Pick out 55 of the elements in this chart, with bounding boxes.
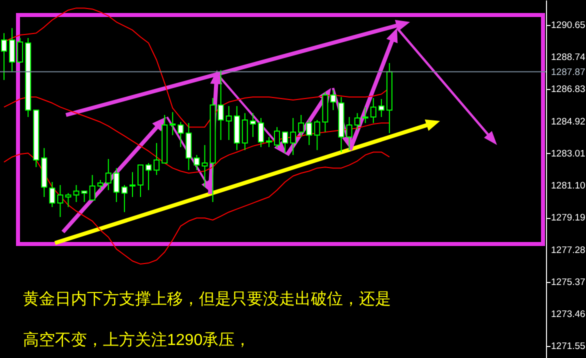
candlestick bbox=[202, 144, 208, 188]
candlestick bbox=[346, 116, 352, 151]
candlestick bbox=[330, 90, 336, 111]
candlestick bbox=[113, 168, 120, 203]
candlestick bbox=[218, 70, 224, 141]
candlestick bbox=[362, 106, 368, 124]
line-series bbox=[4, 96, 390, 174]
candlestick bbox=[258, 117, 264, 148]
annotation: 高空不变，上方关注1290承压， bbox=[23, 331, 251, 349]
candlestick bbox=[194, 154, 200, 171]
candlestick bbox=[121, 184, 128, 213]
candlestick bbox=[154, 142, 160, 176]
candlestick bbox=[266, 136, 272, 148]
candlestick bbox=[138, 164, 144, 198]
y-tick-label: 1271.55 bbox=[551, 341, 586, 352]
y-tick-label: 1281.10 bbox=[551, 180, 586, 192]
y-tick-label: 1273.46 bbox=[551, 308, 586, 320]
candlestick bbox=[314, 120, 320, 151]
candlestick bbox=[306, 120, 312, 146]
candlestick bbox=[282, 132, 288, 154]
annotation: 黄金日内下方支撑上移，但是只要没走出破位，还是 bbox=[23, 290, 391, 308]
ref-line-label: 1287.87 bbox=[551, 66, 586, 78]
candlestick bbox=[129, 172, 136, 198]
candlestick bbox=[298, 114, 304, 138]
y-tick-label: 1288.74 bbox=[551, 52, 586, 64]
candlestick bbox=[49, 182, 56, 208]
y-tick-label: 1290.65 bbox=[551, 20, 586, 32]
candlestick bbox=[105, 158, 112, 191]
y-tick-label: 1286.83 bbox=[551, 84, 586, 96]
candlestick bbox=[242, 112, 248, 151]
candlestick bbox=[250, 112, 256, 138]
candlestick bbox=[370, 97, 376, 124]
candlestick bbox=[274, 126, 280, 149]
candlestick bbox=[97, 180, 104, 191]
line-series bbox=[4, 152, 390, 265]
candlestick bbox=[378, 98, 384, 118]
candlestick bbox=[73, 184, 80, 203]
y-tick-label: 1277.28 bbox=[551, 244, 586, 256]
candlestick bbox=[1, 32, 8, 81]
candlestick bbox=[226, 106, 232, 141]
candlestick bbox=[89, 174, 96, 201]
candlestick bbox=[81, 190, 88, 203]
candlestick bbox=[9, 28, 16, 73]
candlestick bbox=[178, 122, 184, 148]
y-tick-label: 1275.37 bbox=[551, 276, 586, 288]
y-tick-label: 1284.92 bbox=[551, 116, 586, 128]
y-tick-label: 1283.01 bbox=[551, 148, 586, 160]
candlestick bbox=[146, 162, 152, 191]
candlestick bbox=[57, 184, 64, 218]
y-tick-label: 1279.19 bbox=[551, 212, 586, 224]
candlestick bbox=[290, 117, 296, 156]
candlestick bbox=[65, 192, 72, 208]
candlestick bbox=[17, 37, 24, 64]
candlestick bbox=[170, 112, 176, 136]
candlestick bbox=[354, 112, 360, 131]
